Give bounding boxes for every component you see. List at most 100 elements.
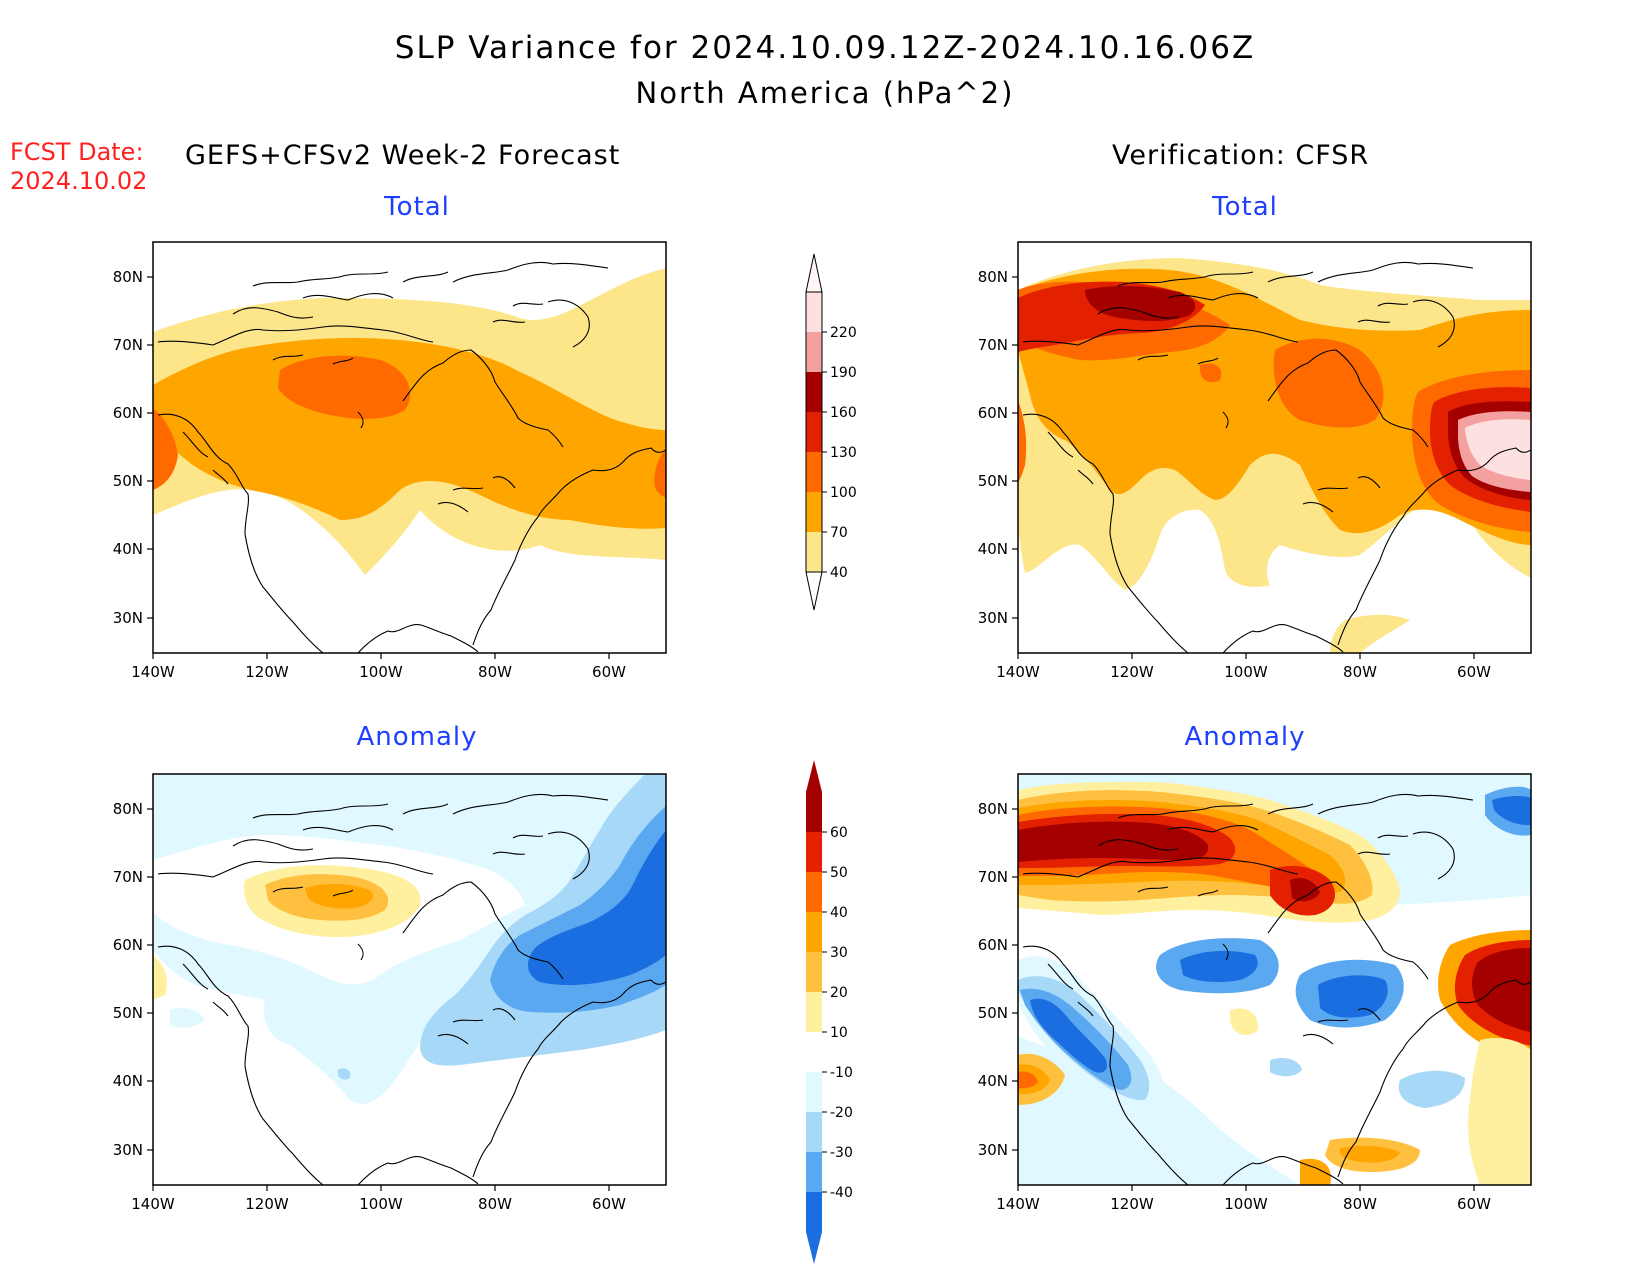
- colorbar-lower-triangle: [806, 1232, 822, 1264]
- lat-tick-label: 50N: [113, 1004, 143, 1022]
- colorbar-tick-label: -20: [830, 1105, 853, 1121]
- lat-tick-label: 40N: [113, 1072, 143, 1090]
- lat-tick-label: 70N: [113, 336, 143, 354]
- forecast-date-value: 2024.10.02: [10, 167, 148, 195]
- lon-tick-label: 120W: [245, 1195, 289, 1213]
- colorbar-tick-label: 220: [830, 325, 857, 341]
- colorbar-segment: [806, 1072, 822, 1112]
- anomaly-colorbar: 60 50 40 30 20 10 -10 -20 -30 -40: [806, 760, 853, 1264]
- lon-tick-label: 80W: [478, 1195, 512, 1213]
- lat-tick-label: 30N: [978, 609, 1008, 627]
- colorbar-tick-label: -10: [830, 1065, 853, 1081]
- colorbar-tick-label: 160: [830, 405, 857, 421]
- forecast-anomaly-map: [153, 774, 666, 1185]
- colorbar-lower-triangle: [805, 571, 823, 611]
- lon-tick-label: 100W: [359, 663, 403, 681]
- colorbar-tick-label: 60: [830, 825, 848, 841]
- lon-tick-label: 120W: [1110, 663, 1154, 681]
- verification-total-frame: [1017, 241, 1532, 654]
- lon-tick-label: 140W: [996, 1195, 1040, 1213]
- lat-tick-label: 60N: [113, 936, 143, 954]
- colorbar-segment: [806, 332, 822, 372]
- lon-tick-label: 100W: [359, 1195, 403, 1213]
- colorbar-segment: [806, 872, 822, 912]
- colorbar-segment: [806, 792, 822, 832]
- main-title: SLP Variance for 2024.10.09.12Z-2024.10.…: [394, 30, 1256, 66]
- lat-tick-label: 40N: [978, 540, 1008, 558]
- forecast-anomaly-frame: [152, 773, 667, 1186]
- verification-total-label: Total: [1212, 192, 1278, 222]
- lon-tick-label: 60W: [592, 663, 626, 681]
- lat-tick-label: 60N: [978, 404, 1008, 422]
- lat-tick-label: 60N: [113, 404, 143, 422]
- colorbar-tick-label: 50: [830, 865, 848, 881]
- lat-tick-label: 80N: [978, 268, 1008, 286]
- lon-tick-label: 80W: [1343, 663, 1377, 681]
- lon-tick-label: 140W: [996, 663, 1040, 681]
- colorbar-segment: [806, 912, 822, 952]
- colorbar-tick-label: 40: [830, 905, 848, 921]
- lon-tick-label: 80W: [478, 663, 512, 681]
- colorbar-tick-label: 130: [830, 445, 857, 461]
- lat-tick-label: 30N: [113, 1141, 143, 1159]
- lat-tick-label: 30N: [978, 1141, 1008, 1159]
- colorbar-tick-label: 40: [830, 565, 848, 581]
- colorbar-upper-triangle: [805, 253, 823, 293]
- lon-tick-label: 100W: [1224, 1195, 1268, 1213]
- lon-tick-label: 60W: [1457, 1195, 1491, 1213]
- lat-tick-label: 70N: [978, 336, 1008, 354]
- lat-tick-label: 50N: [978, 1004, 1008, 1022]
- colorbar-segment: [806, 992, 822, 1032]
- colorbar-segment: [806, 532, 822, 572]
- lat-tick-label: 70N: [978, 868, 1008, 886]
- colorbar-tick-label: 30: [830, 945, 848, 961]
- forecast-total-frame: [152, 241, 667, 654]
- colorbar-tick-label: -30: [830, 1145, 853, 1161]
- forecast-column-header: GEFS+CFSv2 Week-2 Forecast: [185, 140, 621, 171]
- colorbar-segment: [806, 1192, 822, 1232]
- colorbar-upper-triangle: [806, 760, 822, 792]
- lat-tick-label: 80N: [978, 800, 1008, 818]
- colorbar-tick-label: 10: [830, 1025, 848, 1041]
- forecast-total-map: [153, 242, 666, 653]
- lat-tick-label: 30N: [113, 609, 143, 627]
- lat-tick-label: 50N: [978, 472, 1008, 490]
- colorbar-segment: [806, 1152, 822, 1192]
- colorbar-segment: [806, 292, 822, 332]
- lat-tick-label: 60N: [978, 936, 1008, 954]
- lat-tick-label: 40N: [978, 1072, 1008, 1090]
- colorbar-segment: [806, 372, 822, 412]
- lon-tick-label: 140W: [131, 1195, 175, 1213]
- colorbar-segment: [806, 832, 822, 872]
- lon-tick-label: 60W: [1457, 663, 1491, 681]
- axis-ticks: 80N 70N 60N 50N 40N 30N 140W 120W 100W 80W 60W 80N 7…: [113, 268, 1491, 1213]
- colorbar-tick-label: 190: [830, 365, 857, 381]
- verification-anomaly-frame: [1017, 773, 1532, 1186]
- colorbar-segment: [806, 1032, 822, 1072]
- forecast-anomaly-label: Anomaly: [356, 722, 478, 752]
- forecast-date: FCST Date: 2024.10.02: [10, 138, 147, 196]
- colorbar-segment: [806, 412, 822, 452]
- forecast-date-label: FCST Date:: [10, 138, 144, 166]
- colorbar-outline: [805, 291, 823, 573]
- verification-column-header: Verification: CFSR: [1112, 140, 1370, 171]
- colorbar-segment: [806, 1112, 822, 1152]
- verification-anomaly-map: [1018, 774, 1531, 1185]
- lat-tick-label: 80N: [113, 268, 143, 286]
- lon-tick-label: 140W: [131, 663, 175, 681]
- verification-total-map: [1018, 242, 1531, 653]
- lat-tick-label: 80N: [113, 800, 143, 818]
- colorbar-tick-label: 100: [830, 485, 857, 501]
- lon-tick-label: 80W: [1343, 1195, 1377, 1213]
- verification-anomaly-label: Anomaly: [1184, 722, 1306, 752]
- colorbar-tick-label: 20: [830, 985, 848, 1001]
- colorbar-segment: [806, 452, 822, 492]
- lon-tick-label: 120W: [245, 663, 289, 681]
- lon-tick-label: 100W: [1224, 663, 1268, 681]
- lat-tick-label: 40N: [113, 540, 143, 558]
- lat-tick-label: 70N: [113, 868, 143, 886]
- colorbar-tick-label: -40: [830, 1185, 853, 1201]
- colorbar-segment: [806, 492, 822, 532]
- lat-tick-label: 50N: [113, 472, 143, 490]
